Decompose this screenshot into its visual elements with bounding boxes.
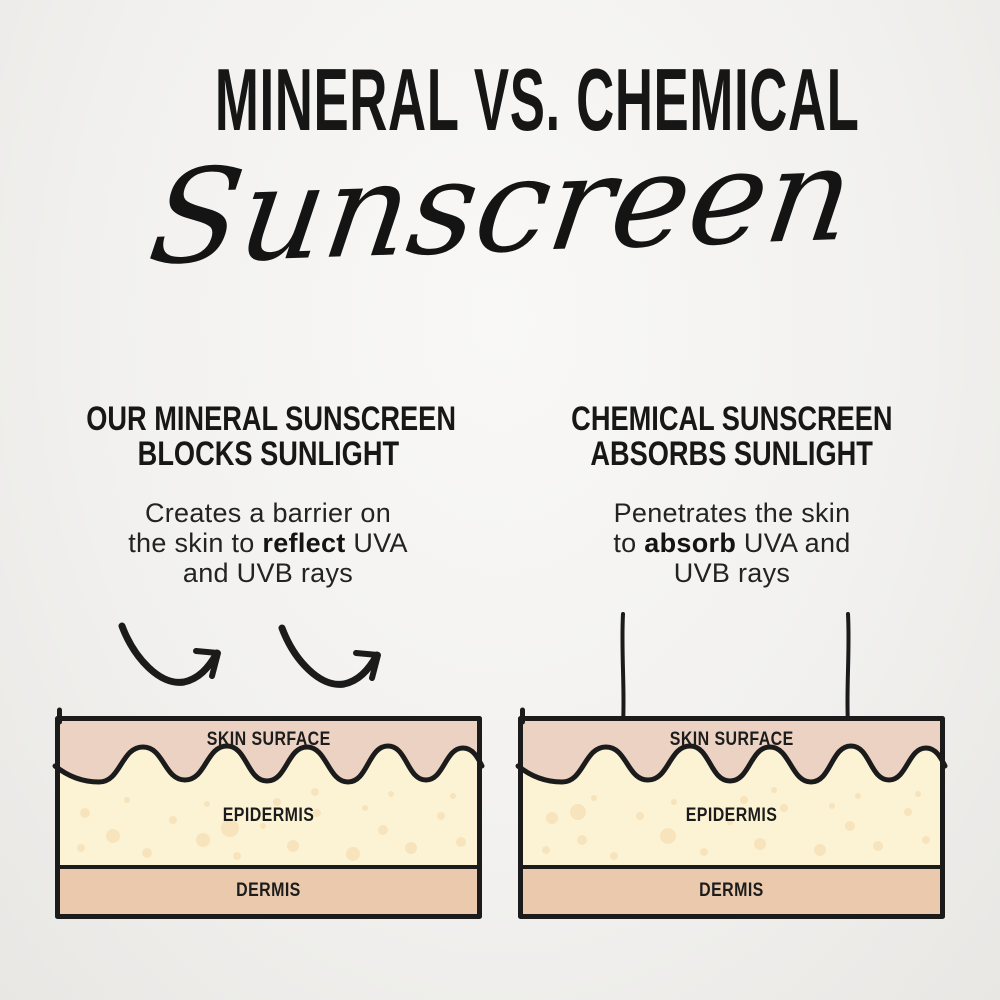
mineral-body-line1: Creates a barrier on [144,498,392,528]
mineral-description: Creates a barrier on the skin to reflect… [40,498,496,588]
dermis-label: DERMIS [236,880,301,901]
chemical-heading-line2: ABSORBS SUNLIGHT [590,435,874,473]
page-subtitle-script: Sunscreen [0,118,1000,294]
epidermis-label: EPIDERMIS [222,805,315,826]
epidermis-label: EPIDERMIS [685,805,778,826]
chemical-skin-diagram: SKIN SURFACE EPIDERMIS DERMIS [515,707,948,921]
dermis-label: DERMIS [699,880,764,901]
epidermis-layer [55,746,482,868]
page-subtitle-text: Sunscreen [141,117,863,295]
mineral-body-line3: and UVB rays [182,558,354,588]
skin-surface-label: SKIN SURFACE [206,729,331,750]
mineral-body-line2-pre: the skin to [128,528,263,558]
chemical-body-line1: Penetrates the skin [613,498,851,528]
mineral-skin-diagram: SKIN SURFACE EPIDERMIS DERMIS [52,707,485,921]
chemical-column: CHEMICAL SUNSCREEN ABSORBS SUNLIGHT Pene… [504,402,960,589]
dermis-layer [521,867,942,917]
reflect-bounce-arrows-icon [118,622,381,688]
chemical-heading-line1: CHEMICAL SUNSCREEN [571,400,893,438]
epidermis-layer [518,746,945,868]
page-title: MINERAL VS. CHEMICAL [0,56,1000,144]
mineral-heading: OUR MINERAL SUNSCREEN BLOCKS SUNLIGHT [40,402,496,472]
chemical-body-line3: UVB rays [673,558,791,588]
chemical-description: Penetrates the skin to absorb UVA and UV… [504,498,960,588]
mineral-column: OUR MINERAL SUNSCREEN BLOCKS SUNLIGHT Cr… [40,402,496,589]
mineral-body-line2-post: UVA [345,528,408,558]
diagram-ink-lines [52,707,485,919]
mineral-skin-diagram-drawing [52,707,485,919]
epidermis-speckles [542,787,930,860]
epidermis-speckles [77,788,466,861]
mineral-heading-line1: OUR MINERAL SUNSCREEN [86,400,456,438]
dermis-layer [58,867,479,917]
page-title-text: MINERAL VS. CHEMICAL [214,50,860,149]
chemical-skin-diagram-drawing [515,707,948,919]
chemical-body-keyword: absorb [644,528,737,558]
diagram-ink-lines [515,707,948,919]
mineral-heading-line2: BLOCKS SUNLIGHT [137,435,399,473]
mineral-body-keyword: reflect [262,528,346,558]
skin-surface-label: SKIN SURFACE [669,729,794,750]
chemical-body-line2-pre: to [613,528,645,558]
chemical-body-line2-post: UVA and [736,528,851,558]
chemical-heading: CHEMICAL SUNSCREEN ABSORBS SUNLIGHT [504,402,960,472]
